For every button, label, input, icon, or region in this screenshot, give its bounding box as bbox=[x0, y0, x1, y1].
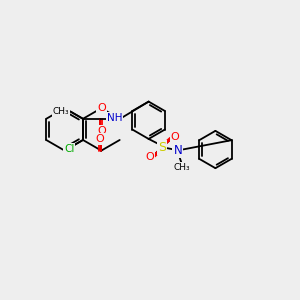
Text: O: O bbox=[146, 152, 154, 162]
Text: O: O bbox=[171, 132, 179, 142]
Text: S: S bbox=[158, 141, 166, 154]
Text: N: N bbox=[173, 144, 182, 157]
Text: CH₃: CH₃ bbox=[174, 163, 190, 172]
Text: CH₃: CH₃ bbox=[52, 107, 69, 116]
Text: NH: NH bbox=[107, 112, 122, 123]
Text: O: O bbox=[96, 134, 104, 144]
Text: Cl: Cl bbox=[64, 143, 74, 154]
Text: O: O bbox=[97, 126, 106, 136]
Text: O: O bbox=[97, 103, 106, 113]
